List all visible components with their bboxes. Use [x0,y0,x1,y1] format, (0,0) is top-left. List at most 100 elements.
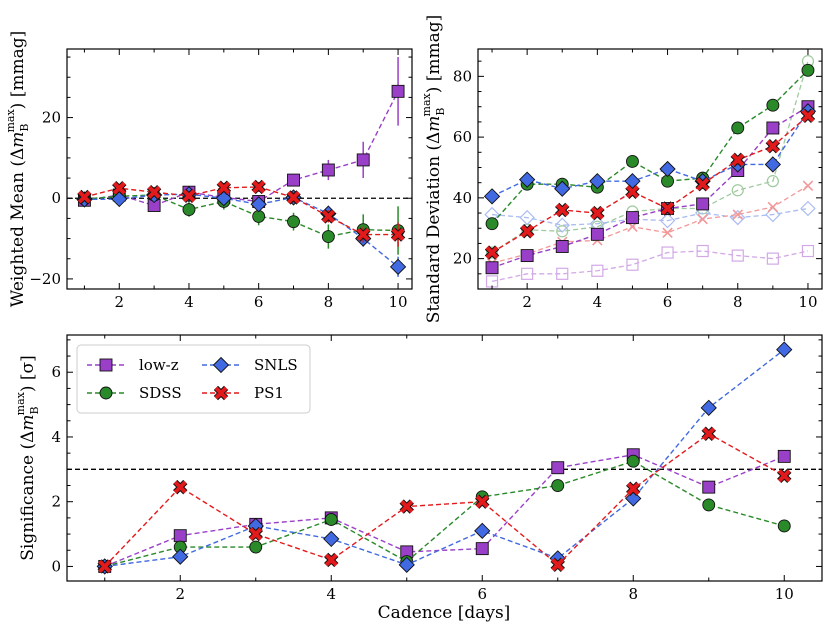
x-tick-label: 10 [798,293,817,311]
legend-item-sdss: SDSS [87,384,182,402]
ps1-point [286,190,301,205]
x-tick-label: 10 [775,585,794,603]
snls-faint-point [800,200,816,217]
ps1-point [173,479,188,495]
legend-label: low-z [139,356,179,374]
snls-point [398,556,415,573]
x-tick-label: 2 [175,585,185,603]
ps1-point [321,209,336,224]
lowz-faint-point [626,258,639,271]
ps1-point [777,468,792,484]
sdss-faint-point [766,175,779,188]
ps1-point [626,481,641,496]
lowz-point [520,249,534,263]
legend-marker [99,358,113,372]
significance-ylabel: Significance (ΔmBmax) [σ] [14,355,41,561]
snls-point [554,180,571,197]
snls-faint-point [765,206,781,223]
ps1-point [550,557,565,573]
snls-line [104,349,785,568]
snls-point [700,399,717,416]
ps1-faint-line [491,185,809,264]
sdss-point [801,63,815,77]
snls-point [589,173,606,190]
sdss-point [731,121,745,135]
ps1-point [390,227,406,242]
y-tick-label: 20 [453,250,472,268]
y-tick-label: 0 [51,189,61,207]
ps1-line [104,432,785,567]
ps1-point [475,494,490,509]
snls-faint-point [659,212,676,229]
ps1-point [730,152,745,168]
sdss-point [485,217,499,231]
lowz-faint-point [801,244,815,258]
sdss-point [551,479,565,492]
sdss-faint-point [556,225,569,238]
lowz-point [287,173,300,187]
ps1-point [800,108,816,124]
snls-faint-line [491,207,809,226]
significance-xlabel: Cadence [days] [378,603,511,623]
lowz-faint-line [491,250,809,283]
legend-marker [99,386,113,400]
lowz-point [391,84,405,98]
lowz-point [777,449,791,463]
snls-point [776,341,793,358]
y-tick-label: 20 [42,109,61,127]
lowz-faint-point [696,244,709,258]
y-tick-label: −20 [29,270,61,288]
x-tick-label: 8 [733,293,743,311]
lowz-point [173,529,187,543]
snls-point [111,190,128,208]
lowz-faint-point [731,249,744,262]
sdss-point [777,519,791,533]
lowz-line [104,454,785,568]
weighted-mean-panel: 2 4 6 8 10 −20 0 20 Weighted Mean (ΔmBmax) [mma… [4,31,413,311]
y-tick-label: 60 [453,128,472,146]
sdss-point [324,513,338,526]
snls-point [323,530,340,548]
ps1-point [216,180,232,195]
standard-deviation-panel: 2 4 6 8 10 20 40 60 80 Standard Deviation (ΔmBma… [420,15,823,324]
snls-point [483,188,501,205]
y-tick-label: 2 [51,493,61,511]
x-tick-label: 4 [184,293,194,311]
y-tick-label: 80 [453,67,472,85]
lowz-faint-point [521,267,534,280]
y-tick-label: 40 [453,189,472,207]
sdss-point [287,215,300,229]
ps1-point [484,245,500,260]
snls-point [764,156,781,173]
sdss-line [491,69,809,225]
legend: low-z SNLS SDSS PS1 [76,344,311,414]
snls-faint-point [519,209,535,226]
sdss-point [702,498,716,512]
ps1-point [660,201,675,216]
standard-deviation-ylabel: Standard Deviation (ΔmBmax) [mmag] [420,15,447,324]
legend-box [76,344,311,414]
lowz-point [625,211,639,225]
snls-line [491,110,809,197]
sdss-point [321,230,335,244]
lowz-faint-point [591,264,604,277]
legend-item-snls: SNLS [202,356,298,374]
lowz-line [491,106,809,269]
lowz-faint-point [766,252,779,265]
snls-point [172,548,189,565]
x-tick-label: 4 [593,293,603,311]
sdss-line [84,194,399,238]
x-tick-label: 6 [477,585,487,603]
ps1-line [84,186,399,236]
ps1-point [248,526,263,542]
ps1-point [625,184,640,200]
legend-label: PS1 [254,384,284,402]
ps1-point [695,176,710,192]
sdss-line [104,460,785,568]
lowz-point [356,153,370,167]
legend-label: SDSS [139,384,182,402]
legend-item-lowz: low-z [87,356,179,374]
ps1-faint-point [697,213,708,225]
ps1-point [77,189,92,205]
